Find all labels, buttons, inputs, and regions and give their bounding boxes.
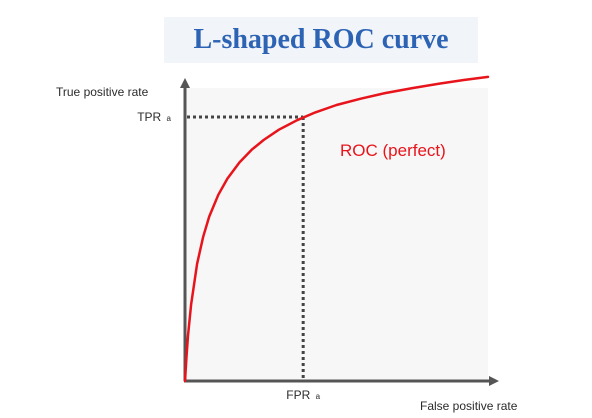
tpr-main: TPR <box>137 110 161 124</box>
title-box: L-shaped ROC curve <box>164 17 478 63</box>
fpr-sub: a <box>316 392 321 401</box>
chart-title: L-shaped ROC curve <box>193 24 449 55</box>
plot-area <box>185 88 488 380</box>
fpr-main: FPR <box>286 388 310 402</box>
tpr-sub: a <box>167 114 172 123</box>
fpr-a-tick-label: FPR a <box>286 388 320 402</box>
roc-series-label: ROC (perfect) <box>340 141 446 160</box>
tpr-a-tick-label: TPR a <box>137 110 171 124</box>
y-axis-label: True positive rate <box>56 85 149 99</box>
x-axis-label: False positive rate <box>420 399 518 413</box>
roc-curve-line <box>183 75 490 383</box>
